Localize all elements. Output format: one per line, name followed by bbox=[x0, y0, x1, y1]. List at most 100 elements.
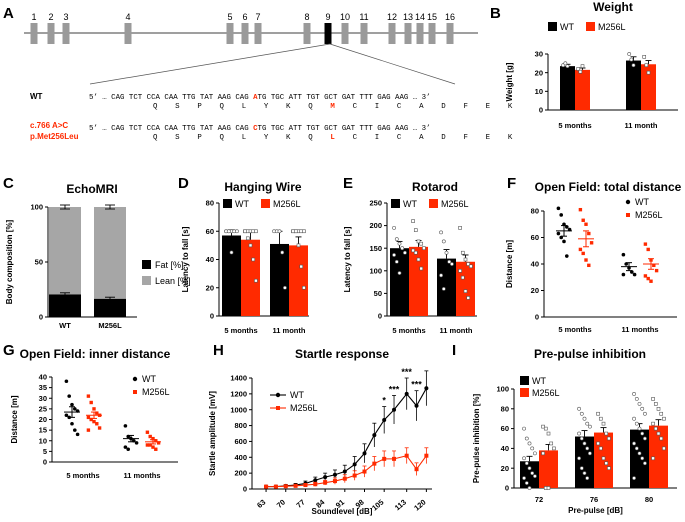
chart-f: 0 20 40 60 80 Distance [m] Open Field: total d… bbox=[505, 175, 682, 334]
exon-15 bbox=[428, 23, 436, 44]
data-point-d-m256l bbox=[251, 257, 256, 262]
bar-i-m256l-80 bbox=[649, 425, 668, 488]
chart-d: 0 20 40 60 80 Latency to fall [s] Hanging Wire… bbox=[178, 175, 309, 335]
x-tick-label-h: 113 bbox=[393, 498, 408, 513]
wt-aa-sequence: Q S P Q L Y K Q M C I C A D F E K bbox=[153, 103, 513, 111]
data-point-i-wt bbox=[522, 426, 526, 431]
chart-i: 0 20 40 60 80 100 Pre-pulse inhibition [%] Pre-… bbox=[452, 342, 677, 515]
legend-label-i-wt: WT bbox=[532, 376, 546, 386]
data-point-i-wt bbox=[579, 411, 584, 416]
data-point-i-wt bbox=[637, 451, 642, 456]
x-axis-label-i: Pre-pulse [dB] bbox=[568, 506, 623, 515]
legend-swatch-b-wt bbox=[548, 22, 557, 31]
y-tick-label-g: 0 bbox=[43, 458, 47, 467]
legend-label-d-wt: WT bbox=[235, 199, 249, 209]
chart-c: 0 50 100 Body composition [%] EchoMRI C WT M256… bbox=[3, 175, 191, 330]
data-point-i-m256l bbox=[596, 411, 600, 416]
y-tick-label-i: 60 bbox=[501, 424, 509, 433]
data-point-h-wt bbox=[404, 391, 409, 396]
data-point-i-wt bbox=[524, 436, 529, 441]
data-point-e-m256l bbox=[463, 257, 468, 262]
exon-7 bbox=[254, 23, 262, 44]
data-point-g-m256l bbox=[89, 400, 93, 405]
data-point-i-wt bbox=[643, 436, 647, 441]
data-point-h-wt bbox=[323, 475, 328, 480]
bar-d-m256l-11-month bbox=[289, 245, 308, 316]
y-tick-label-b: 20 bbox=[535, 68, 543, 77]
y-tick-label-g: 20 bbox=[39, 415, 47, 424]
y-tick-label-e: 250 bbox=[369, 199, 382, 208]
data-point-e-m256l bbox=[416, 239, 421, 244]
data-point-g-m256l bbox=[145, 443, 150, 447]
y-tick-label-d: 40 bbox=[206, 255, 214, 264]
data-point-i-m256l bbox=[651, 397, 655, 401]
data-point-g-m256l bbox=[154, 447, 158, 451]
legend-swatch-i-m256l bbox=[520, 388, 529, 397]
y-tick-label-g: 5 bbox=[43, 447, 47, 456]
data-point-i-wt bbox=[582, 471, 587, 476]
data-point-f-m256l bbox=[643, 242, 648, 246]
bar-i-m256l-76 bbox=[594, 432, 613, 488]
y-tick-label-c: 100 bbox=[30, 203, 43, 212]
chart-e: 0 50 100 150 200 250 Latency to fall [s] Rotaro… bbox=[343, 175, 477, 335]
data-point-i-wt bbox=[634, 421, 639, 426]
data-point-e-m256l bbox=[458, 268, 462, 273]
data-point-g-m256l bbox=[92, 419, 96, 424]
panel-a-gene-diagram: A 1 2 3 4 5 6 7 8 9 10 11 12 13 14 15 16 WT 5’ … CAG TC… bbox=[3, 5, 513, 142]
y-tick-label-f: 60 bbox=[531, 233, 539, 242]
data-point-g-wt bbox=[73, 428, 77, 432]
data-point-e-m256l bbox=[419, 266, 424, 271]
data-point-h-m256l bbox=[273, 484, 278, 489]
data-point-g-wt bbox=[73, 407, 77, 411]
data-point-i-wt bbox=[530, 446, 535, 451]
data-point-f-wt bbox=[556, 206, 561, 211]
data-point-h-wt bbox=[332, 472, 337, 477]
y-tick-label-e: 150 bbox=[369, 244, 382, 253]
data-point-h-m256l bbox=[293, 483, 298, 488]
data-point-i-m256l bbox=[656, 431, 661, 436]
x-tick-label-c: WT bbox=[59, 321, 71, 330]
data-point-h-m256l bbox=[283, 484, 288, 489]
data-point-i-wt bbox=[527, 441, 532, 446]
data-point-e-m256l bbox=[460, 250, 465, 255]
legend-swatch-c-fat bbox=[142, 260, 151, 269]
data-point-d-m256l bbox=[293, 229, 298, 234]
y-tick-label-g: 15 bbox=[39, 426, 47, 435]
y-tick-label-g: 30 bbox=[39, 394, 47, 403]
exon-label-2: 2 bbox=[48, 12, 53, 22]
legend-marker-h-wt bbox=[275, 392, 281, 398]
chart-title-g: Open Field: inner distance bbox=[20, 347, 171, 361]
data-point-i-wt bbox=[643, 411, 647, 416]
exon-label-16: 16 bbox=[445, 12, 455, 22]
data-point-d-m256l bbox=[245, 236, 250, 241]
legend-label-h-m256l: M256L bbox=[290, 403, 318, 413]
data-point-i-wt bbox=[579, 466, 584, 471]
data-point-b-m256l bbox=[578, 69, 583, 74]
zoom-line-right bbox=[329, 43, 456, 85]
exon-label-4: 4 bbox=[125, 12, 130, 22]
data-point-h-m256l bbox=[404, 453, 409, 458]
data-point-f-wt bbox=[621, 272, 626, 277]
data-point-b-m256l bbox=[576, 67, 581, 71]
data-point-i-wt bbox=[640, 431, 645, 436]
data-point-g-wt bbox=[75, 432, 80, 437]
y-tick-label-h: 0 bbox=[243, 485, 247, 494]
data-point-i-wt bbox=[582, 416, 587, 421]
data-point-e-m256l bbox=[411, 248, 415, 253]
bar-e-m256l-11-month bbox=[456, 261, 475, 316]
exon-3 bbox=[62, 23, 70, 44]
data-point-g-wt bbox=[67, 394, 71, 398]
data-point-i-m256l bbox=[651, 456, 655, 461]
data-point-e-wt bbox=[394, 237, 399, 242]
chart-title-c: EchoMRI bbox=[66, 182, 117, 196]
data-point-i-wt bbox=[527, 466, 532, 471]
y-axis-label-g: Distance [m] bbox=[10, 395, 19, 443]
exon-8 bbox=[303, 23, 311, 44]
y-tick-label-h: 800 bbox=[234, 421, 247, 430]
mutation-protein-label: p.Met256Leu bbox=[30, 132, 79, 141]
data-point-e-wt bbox=[397, 241, 402, 246]
data-point-d-wt bbox=[283, 285, 287, 290]
legend-swatch-d-wt bbox=[223, 199, 232, 208]
data-point-g-m256l bbox=[89, 417, 93, 422]
